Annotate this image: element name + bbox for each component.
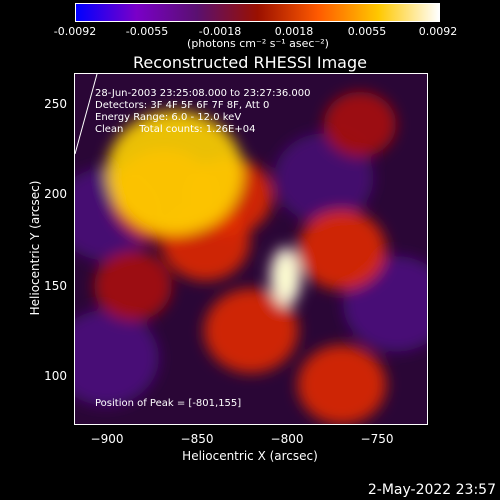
y-tick-label: 250 [44,97,67,111]
total-counts-text: Clean Total counts: 1.26E+04 [95,124,256,135]
x-axis-label: Heliocentric X (arcsec) [182,449,318,463]
x-tick-label: −900 [90,432,124,446]
intensity-map [75,74,427,424]
peak-position-text: Position of Peak = [-801,155] [95,398,242,409]
colorbar-tick-label: -0.0092 [53,25,97,38]
intensity-source [297,210,387,290]
colorbar-tick-label: 0.0018 [274,25,314,38]
y-axis-label: Heliocentric Y (arcsec) [28,180,42,316]
x-tick-label: −800 [270,432,304,446]
colorbar-tick-label: -0.0055 [125,25,169,38]
intensity-source [323,91,397,157]
energy-range-text: Energy Range: 6.0 - 12.0 keV [95,112,242,123]
colorbar-tick-label: -0.0018 [198,25,242,38]
image-plot [74,73,428,425]
limb-line [75,74,98,155]
y-tick-label: 100 [44,369,67,383]
colorbar [75,3,440,22]
x-tick-label: −850 [180,432,214,446]
intensity-source [94,250,172,321]
y-tick-label: 200 [44,187,67,201]
x-tick-label: −750 [360,432,394,446]
colorbar-units: (photons cm⁻² s⁻¹ asec⁻²) [187,37,329,50]
time-range-text: 28-Jun-2003 23:25:08.000 to 23:27:36.000 [95,88,311,99]
intensity-source [106,110,244,235]
peak-source [276,256,295,297]
colorbar-tick-label: 0.0092 [418,25,458,38]
plot-timestamp: 2-May-2022 23:57 [367,482,496,498]
detectors-text: Detectors: 3F 4F 5F 6F 7F 8F, Att 0 [95,100,270,111]
intensity-source [273,133,374,223]
colorbar-tick-label: 0.0055 [347,25,387,38]
intensity-source [75,310,159,406]
y-tick-label: 150 [44,279,67,293]
observation-info: 28-Jun-2003 23:25:08.000 to 23:27:36.000… [95,88,311,136]
chart-title: Reconstructed RHESSI Image [133,53,367,72]
intensity-source [297,344,387,424]
intensity-source [204,288,299,374]
